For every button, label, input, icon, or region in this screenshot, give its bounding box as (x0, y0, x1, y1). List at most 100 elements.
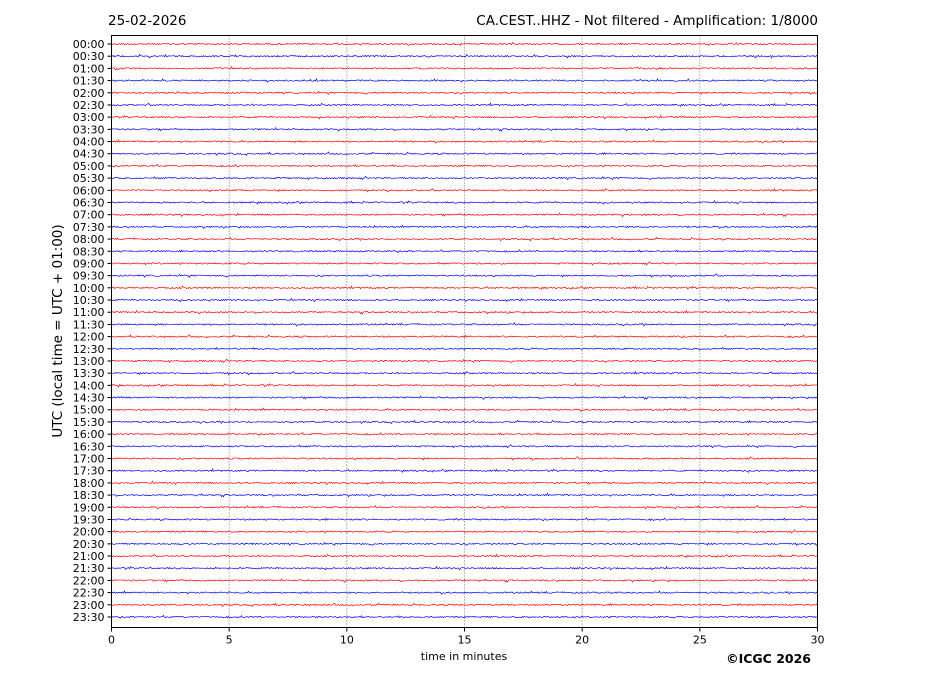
x-tick-label: 15 (458, 634, 472, 647)
row-label: 23:00 (73, 599, 105, 612)
trace-0500 (111, 163, 818, 168)
trace-1130 (111, 322, 818, 327)
row-label: 12:30 (73, 343, 105, 356)
trace-1330 (111, 370, 818, 376)
row-label: 07:00 (73, 209, 105, 222)
trace-2300 (111, 602, 818, 608)
row-label: 00:00 (73, 38, 105, 51)
row-label: 06:00 (73, 184, 105, 197)
row-label: 00:30 (73, 50, 105, 63)
trace-0900 (111, 261, 818, 266)
row-label: 18:00 (73, 477, 105, 490)
trace-0830 (111, 249, 818, 254)
grid-lines (228, 35, 701, 628)
trace-0100 (111, 66, 818, 71)
row-label: 21:30 (73, 562, 105, 575)
row-label: 09:00 (73, 257, 105, 270)
trace-1430 (111, 395, 818, 400)
y-axis-label: UTC (local time = UTC + 01:00) (50, 224, 66, 437)
trace-0430 (111, 151, 818, 156)
trace-0530 (111, 175, 818, 181)
row-label: 01:30 (73, 75, 105, 88)
row-label: 03:30 (73, 123, 105, 136)
trace-1000 (111, 285, 818, 291)
trace-2100 (111, 553, 818, 559)
row-label: 02:30 (73, 99, 105, 112)
trace-1030 (111, 297, 818, 303)
trace-0130 (111, 78, 818, 83)
row-label: 10:00 (73, 282, 105, 295)
trace-0400 (111, 139, 818, 144)
trace-1700 (111, 456, 818, 461)
row-label: 08:00 (73, 233, 105, 246)
row-label: 07:30 (73, 221, 105, 234)
chart-title: CA.CEST..HHZ - Not filtered - Amplificat… (476, 13, 818, 29)
row-label: 16:30 (73, 440, 105, 453)
row-label: 11:30 (73, 318, 105, 331)
date-label: 25-02-2026 (108, 13, 186, 29)
row-label: 17:30 (73, 465, 105, 478)
x-axis: 0 5 10 15 20 25 30 (108, 627, 825, 647)
row-label: 20:00 (73, 526, 105, 539)
row-label: 16:00 (73, 428, 105, 441)
x-tick-label: 5 (226, 634, 233, 647)
row-label: 06:30 (73, 196, 105, 209)
x-tick-label: 20 (575, 634, 589, 647)
x-tick-label: 0 (108, 634, 115, 647)
trace-2000 (111, 529, 818, 534)
trace-0800 (111, 236, 818, 242)
trace-0230 (111, 102, 818, 108)
row-label: 21:00 (73, 550, 105, 563)
trace-1900 (111, 504, 818, 510)
row-label: 04:00 (73, 136, 105, 149)
y-axis: 00:0000:3001:0001:3002:0002:3003:0003:30… (73, 38, 112, 624)
row-label: 01:00 (73, 62, 105, 75)
x-axis-label: time in minutes (421, 650, 508, 663)
trace-2330 (111, 614, 818, 619)
x-tick-label: 30 (811, 634, 825, 647)
row-label: 04:30 (73, 148, 105, 161)
trace-2130 (111, 565, 818, 571)
trace-0000 (111, 41, 818, 46)
trace-1300 (111, 358, 818, 364)
row-label: 10:30 (73, 294, 105, 307)
row-label: 12:00 (73, 331, 105, 344)
trace-0730 (111, 224, 818, 230)
trace-0630 (111, 199, 818, 205)
row-label: 17:00 (73, 453, 105, 466)
traces (111, 41, 818, 619)
trace-0700 (111, 212, 818, 218)
row-label: 05:30 (73, 172, 105, 185)
row-label: 20:30 (73, 538, 105, 551)
row-label: 22:00 (73, 574, 105, 587)
trace-0330 (111, 127, 818, 132)
row-label: 15:00 (73, 404, 105, 417)
trace-1100 (111, 309, 818, 315)
row-label: 14:00 (73, 379, 105, 392)
trace-0600 (111, 187, 818, 193)
trace-1200 (111, 334, 818, 339)
row-label: 14:30 (73, 392, 105, 405)
trace-2030 (111, 541, 818, 547)
trace-1530 (111, 419, 818, 425)
x-tick-label: 25 (693, 634, 707, 647)
trace-2200 (111, 578, 818, 583)
row-label: 02:00 (73, 87, 105, 100)
trace-1230 (111, 346, 818, 351)
row-label: 09:30 (73, 270, 105, 283)
row-label: 11:00 (73, 306, 105, 319)
copyright-label: ©ICGC 2026 (726, 651, 811, 666)
trace-1630 (111, 443, 818, 449)
row-label: 05:00 (73, 160, 105, 173)
trace-2230 (111, 590, 818, 595)
row-label: 15:30 (73, 416, 105, 429)
row-label: 08:30 (73, 245, 105, 258)
trace-1830 (111, 492, 818, 498)
trace-0300 (111, 114, 818, 120)
trace-0200 (111, 90, 818, 96)
row-label: 19:00 (73, 501, 105, 514)
trace-1730 (111, 468, 818, 474)
trace-1600 (111, 431, 818, 436)
row-label: 23:30 (73, 611, 105, 624)
